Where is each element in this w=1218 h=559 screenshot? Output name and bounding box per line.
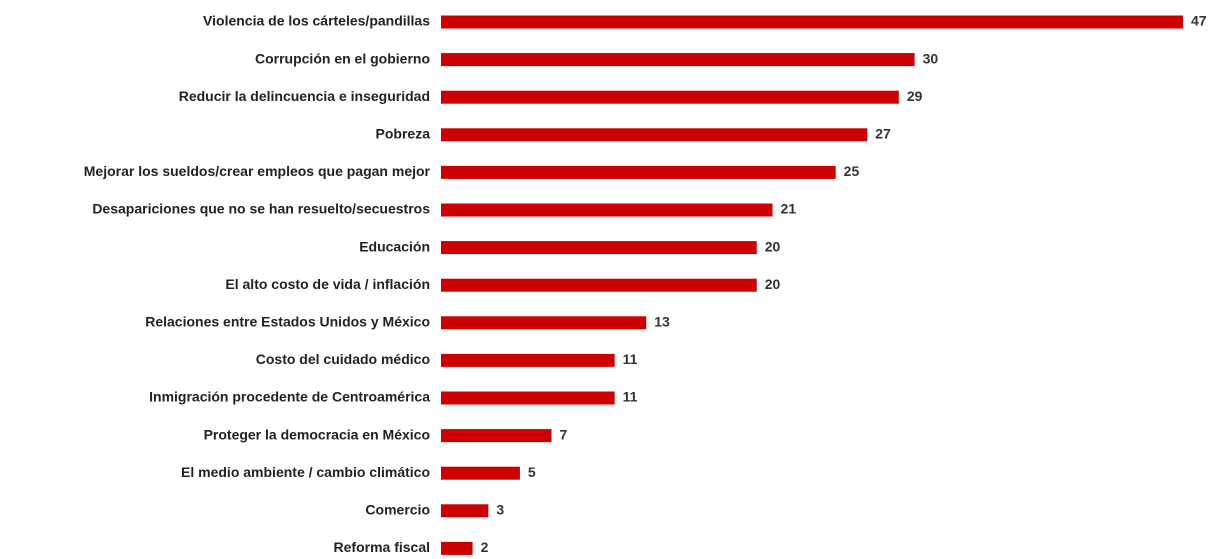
category-label: El medio ambiente / cambio climático xyxy=(181,464,430,480)
data-label: 27 xyxy=(875,126,891,142)
category-label: Costo del cuidado médico xyxy=(256,351,430,367)
data-label: 30 xyxy=(923,50,939,66)
bar xyxy=(441,165,836,179)
bar xyxy=(441,241,757,255)
bar xyxy=(441,466,520,480)
category-label: El alto costo de vida / inflación xyxy=(225,276,430,292)
category-label: Mejorar los sueldos/crear empleos que pa… xyxy=(84,163,431,179)
data-label: 13 xyxy=(654,314,670,330)
data-label: 29 xyxy=(907,88,923,104)
bar xyxy=(441,278,757,292)
bar xyxy=(441,90,899,104)
category-label: Relaciones entre Estados Unidos y México xyxy=(145,314,430,330)
category-label: Reducir la delincuencia e inseguridad xyxy=(179,88,430,104)
category-label: Violencia de los cárteles/pandillas xyxy=(203,13,430,29)
bar xyxy=(441,541,473,555)
category-label: Desapariciones que no se han resuelto/se… xyxy=(92,201,430,217)
bar xyxy=(441,128,868,142)
data-label: 11 xyxy=(623,389,638,405)
bar xyxy=(441,429,552,443)
data-label: 11 xyxy=(623,351,638,367)
data-label: 3 xyxy=(496,502,504,518)
data-label: 5 xyxy=(528,464,536,480)
category-label: Pobreza xyxy=(376,126,431,142)
category-label: Corrupción en el gobierno xyxy=(255,50,430,66)
category-label: Reforma fiscal xyxy=(334,539,430,555)
bar xyxy=(441,316,647,330)
bar xyxy=(441,203,773,217)
bar xyxy=(441,353,615,367)
bar xyxy=(441,15,1183,29)
category-label: Comercio xyxy=(365,502,430,518)
bar xyxy=(441,53,915,67)
category-label: Proteger la democracia en México xyxy=(204,426,430,442)
data-label: 7 xyxy=(560,426,568,442)
bar xyxy=(441,504,489,518)
data-label: 47 xyxy=(1191,13,1207,29)
category-label: Educación xyxy=(359,238,430,254)
category-label: Inmigración procedente de Centroamérica xyxy=(149,389,430,405)
data-label: 25 xyxy=(844,163,860,179)
data-label: 2 xyxy=(481,539,489,555)
bar xyxy=(441,391,615,405)
data-label: 20 xyxy=(765,276,781,292)
data-label: 21 xyxy=(781,201,797,217)
data-label: 20 xyxy=(765,238,781,254)
